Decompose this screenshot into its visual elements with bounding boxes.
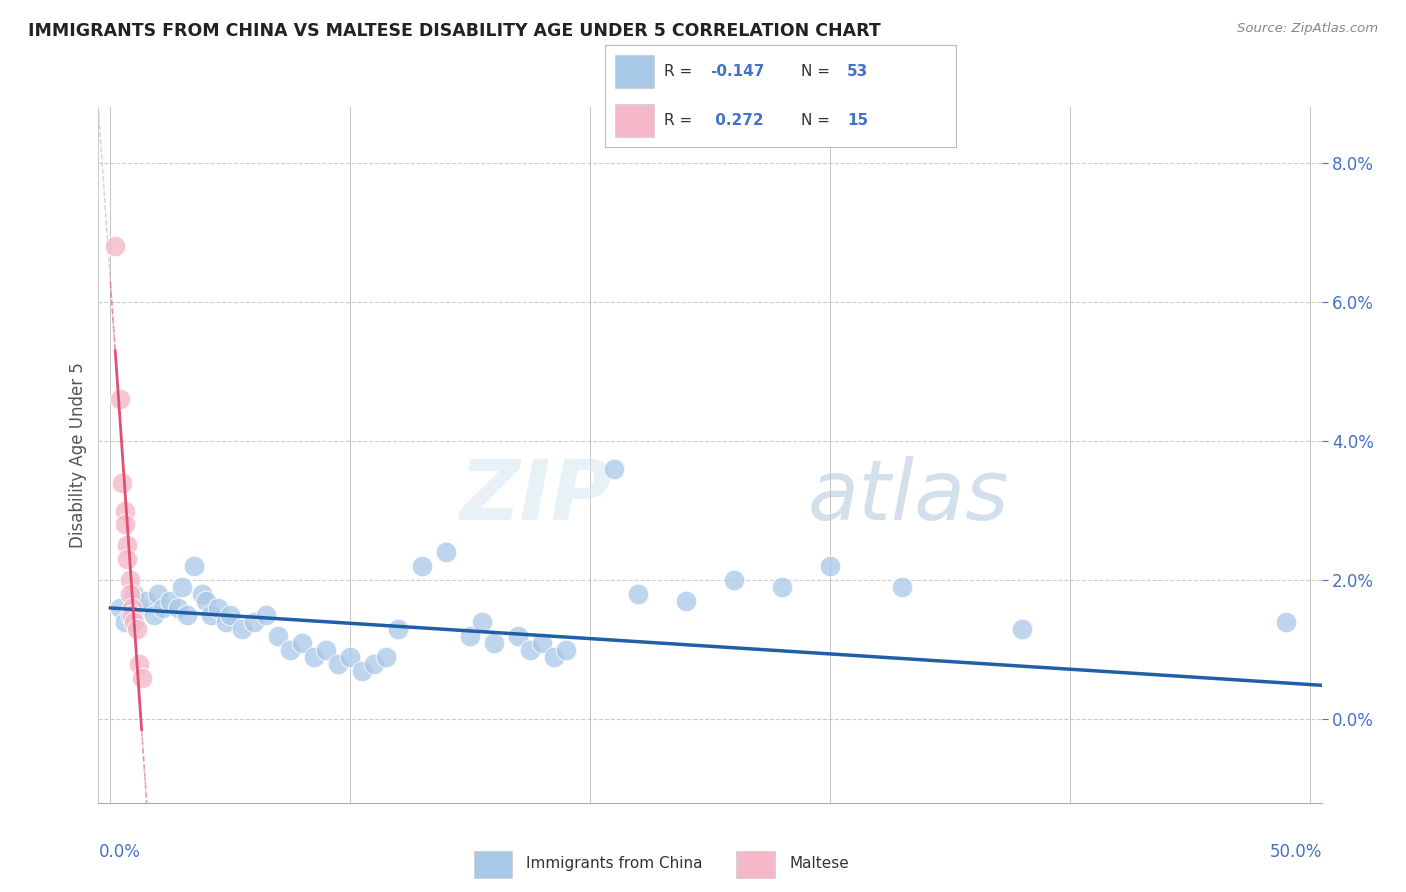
Point — [108, 601, 131, 615]
Point — [128, 657, 150, 671]
Point — [603, 462, 626, 476]
Point — [121, 607, 143, 622]
Point — [166, 601, 188, 615]
Text: Maltese: Maltese — [789, 855, 849, 871]
Point — [278, 642, 301, 657]
Point — [1011, 622, 1033, 636]
Text: 15: 15 — [846, 113, 869, 128]
Point — [148, 587, 170, 601]
Point — [142, 607, 165, 622]
Point — [890, 580, 912, 594]
FancyBboxPatch shape — [616, 55, 654, 87]
Point — [482, 636, 505, 650]
FancyBboxPatch shape — [737, 851, 775, 878]
Text: 50.0%: 50.0% — [1270, 843, 1322, 861]
Text: 53: 53 — [846, 63, 869, 78]
Point — [387, 622, 409, 636]
Point — [114, 517, 136, 532]
Point — [128, 601, 150, 615]
Text: N =: N = — [801, 113, 835, 128]
Text: -0.147: -0.147 — [710, 63, 765, 78]
Point — [243, 615, 266, 629]
Point — [159, 594, 181, 608]
Point — [363, 657, 385, 671]
Point — [214, 615, 236, 629]
Point — [339, 649, 361, 664]
Point — [118, 587, 141, 601]
Point — [131, 671, 153, 685]
Point — [219, 607, 242, 622]
Point — [111, 475, 134, 490]
FancyBboxPatch shape — [616, 104, 654, 137]
Point — [1274, 615, 1296, 629]
Point — [375, 649, 398, 664]
Point — [125, 622, 148, 636]
Text: N =: N = — [801, 63, 835, 78]
Text: R =: R = — [665, 63, 697, 78]
Y-axis label: Disability Age Under 5: Disability Age Under 5 — [69, 362, 87, 548]
Point — [508, 629, 530, 643]
Point — [172, 580, 194, 594]
Point — [411, 559, 433, 574]
Point — [207, 601, 229, 615]
Point — [723, 573, 745, 587]
Point — [114, 503, 136, 517]
Point — [121, 601, 143, 615]
Point — [200, 607, 222, 622]
Point — [124, 615, 146, 629]
Point — [458, 629, 481, 643]
Point — [267, 629, 290, 643]
Point — [555, 642, 578, 657]
Point — [519, 642, 541, 657]
Point — [108, 392, 131, 407]
Point — [627, 587, 650, 601]
Point — [352, 664, 374, 678]
Point — [231, 622, 253, 636]
Point — [104, 239, 127, 253]
Text: Immigrants from China: Immigrants from China — [526, 855, 703, 871]
Point — [543, 649, 565, 664]
Text: atlas: atlas — [808, 456, 1010, 537]
Point — [118, 607, 141, 622]
Point — [114, 615, 136, 629]
Point — [152, 601, 174, 615]
Text: Source: ZipAtlas.com: Source: ZipAtlas.com — [1237, 22, 1378, 36]
Text: R =: R = — [665, 113, 697, 128]
Point — [770, 580, 793, 594]
Point — [176, 607, 198, 622]
Text: IMMIGRANTS FROM CHINA VS MALTESE DISABILITY AGE UNDER 5 CORRELATION CHART: IMMIGRANTS FROM CHINA VS MALTESE DISABIL… — [28, 22, 882, 40]
Point — [190, 587, 212, 601]
Point — [291, 636, 314, 650]
Point — [315, 642, 337, 657]
Point — [183, 559, 205, 574]
Point — [304, 649, 326, 664]
Point — [195, 594, 218, 608]
Text: 0.0%: 0.0% — [98, 843, 141, 861]
Point — [328, 657, 350, 671]
Point — [471, 615, 494, 629]
Point — [124, 587, 146, 601]
Point — [254, 607, 277, 622]
Point — [135, 594, 157, 608]
Point — [118, 573, 141, 587]
Point — [434, 545, 457, 559]
Point — [675, 594, 697, 608]
Text: 0.272: 0.272 — [710, 113, 763, 128]
Text: ZIP: ZIP — [460, 456, 612, 537]
Point — [115, 538, 138, 552]
Point — [818, 559, 841, 574]
FancyBboxPatch shape — [474, 851, 512, 878]
Point — [115, 552, 138, 566]
Point — [531, 636, 554, 650]
